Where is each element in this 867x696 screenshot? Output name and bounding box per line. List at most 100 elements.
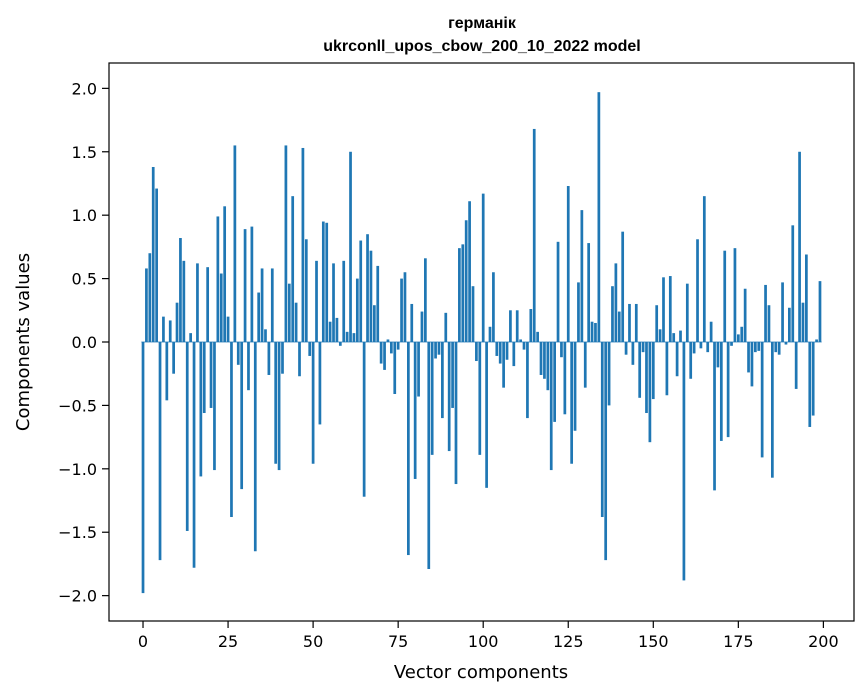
bar-88 bbox=[441, 342, 444, 419]
bar-28 bbox=[236, 342, 240, 365]
x-tick-label: 200 bbox=[808, 632, 839, 651]
bar-105 bbox=[498, 342, 502, 364]
bar-190 bbox=[788, 307, 791, 342]
bar-90 bbox=[447, 342, 451, 452]
x-axis-label: Vector components bbox=[394, 662, 568, 683]
bar-171 bbox=[723, 250, 727, 342]
bar-104 bbox=[495, 342, 499, 356]
bar-87 bbox=[437, 342, 441, 355]
bar-101 bbox=[485, 342, 488, 488]
bar-164 bbox=[699, 342, 703, 349]
bar-93 bbox=[458, 248, 461, 342]
bar-42 bbox=[284, 145, 288, 342]
bar-129 bbox=[580, 210, 584, 342]
bar-48 bbox=[304, 239, 308, 342]
bar-150 bbox=[651, 342, 655, 400]
bar-85 bbox=[430, 342, 434, 455]
bar-197 bbox=[811, 342, 815, 416]
y-tick-label: −2.0 bbox=[58, 587, 97, 606]
x-axis: 0 25 50 75 100 125 150 175 200 bbox=[138, 621, 839, 651]
bar-49 bbox=[308, 342, 312, 356]
bar-66 bbox=[366, 234, 369, 342]
bar-3 bbox=[151, 166, 155, 342]
bar-71 bbox=[383, 342, 386, 370]
bar-138 bbox=[611, 286, 614, 342]
bar-26 bbox=[230, 342, 233, 518]
bar-43 bbox=[287, 283, 291, 342]
bar-102 bbox=[488, 326, 492, 342]
bar-16 bbox=[196, 263, 199, 342]
bar-186 bbox=[774, 342, 778, 353]
bar-141 bbox=[621, 231, 625, 342]
bar-12 bbox=[182, 260, 186, 342]
bar-113 bbox=[526, 342, 529, 419]
bar-195 bbox=[805, 254, 808, 342]
bar-76 bbox=[400, 278, 403, 342]
bar-20 bbox=[209, 342, 213, 408]
bar-117 bbox=[539, 342, 543, 375]
bar-192 bbox=[794, 342, 798, 389]
bar-50 bbox=[311, 342, 315, 464]
bar-44 bbox=[291, 196, 295, 342]
bar-75 bbox=[396, 342, 400, 350]
bar-112 bbox=[522, 342, 526, 350]
bar-63 bbox=[355, 278, 359, 342]
x-tick-label: 100 bbox=[468, 632, 499, 651]
bar-169 bbox=[716, 342, 720, 368]
bar-116 bbox=[536, 331, 539, 342]
bar-54 bbox=[325, 222, 329, 342]
y-tick-label: 0.0 bbox=[72, 333, 97, 352]
bar-176 bbox=[740, 326, 744, 342]
bar-34 bbox=[257, 292, 261, 342]
bar-25 bbox=[226, 316, 230, 342]
bar-5 bbox=[158, 342, 162, 561]
bar-82 bbox=[420, 311, 424, 342]
bar-103 bbox=[492, 272, 495, 342]
bar-56 bbox=[332, 263, 335, 342]
bar-144 bbox=[631, 342, 635, 365]
bar-160 bbox=[685, 283, 689, 342]
bar-152 bbox=[658, 329, 662, 342]
bar-170 bbox=[719, 342, 723, 441]
bar-189 bbox=[784, 342, 788, 345]
bar-181 bbox=[757, 342, 761, 351]
bar-122 bbox=[556, 241, 560, 342]
bar-100 bbox=[481, 193, 485, 342]
bar-158 bbox=[679, 330, 682, 342]
bar-64 bbox=[359, 240, 363, 342]
bar-142 bbox=[624, 342, 628, 355]
bar-6 bbox=[162, 316, 165, 342]
bar-106 bbox=[502, 342, 505, 388]
bar-177 bbox=[743, 288, 747, 342]
bar-114 bbox=[529, 309, 533, 342]
bar-32 bbox=[250, 226, 254, 342]
bar-78 bbox=[407, 342, 410, 556]
bar-74 bbox=[393, 342, 397, 394]
bar-94 bbox=[461, 244, 465, 342]
bar-136 bbox=[604, 342, 608, 561]
bar-83 bbox=[424, 258, 427, 342]
bar-151 bbox=[655, 305, 659, 342]
bar-4 bbox=[155, 188, 158, 342]
y-axis-label: Components values bbox=[13, 253, 34, 431]
bar-147 bbox=[641, 342, 645, 353]
bar-47 bbox=[301, 147, 305, 342]
bar-137 bbox=[607, 342, 611, 406]
bar-172 bbox=[726, 342, 730, 438]
bar-37 bbox=[267, 342, 271, 375]
bar-65 bbox=[362, 342, 366, 497]
bar-119 bbox=[546, 342, 550, 391]
bar-131 bbox=[587, 243, 591, 342]
bar-81 bbox=[417, 342, 420, 397]
bars-group bbox=[141, 92, 822, 594]
bar-58 bbox=[338, 342, 342, 346]
bar-27 bbox=[233, 145, 237, 342]
bar-132 bbox=[590, 321, 594, 342]
bar-33 bbox=[253, 342, 257, 552]
bar-98 bbox=[475, 342, 478, 362]
bar-80 bbox=[413, 342, 417, 479]
bar-165 bbox=[702, 196, 706, 342]
bar-62 bbox=[352, 333, 356, 342]
bar-57 bbox=[335, 317, 339, 342]
bar-153 bbox=[662, 277, 665, 342]
